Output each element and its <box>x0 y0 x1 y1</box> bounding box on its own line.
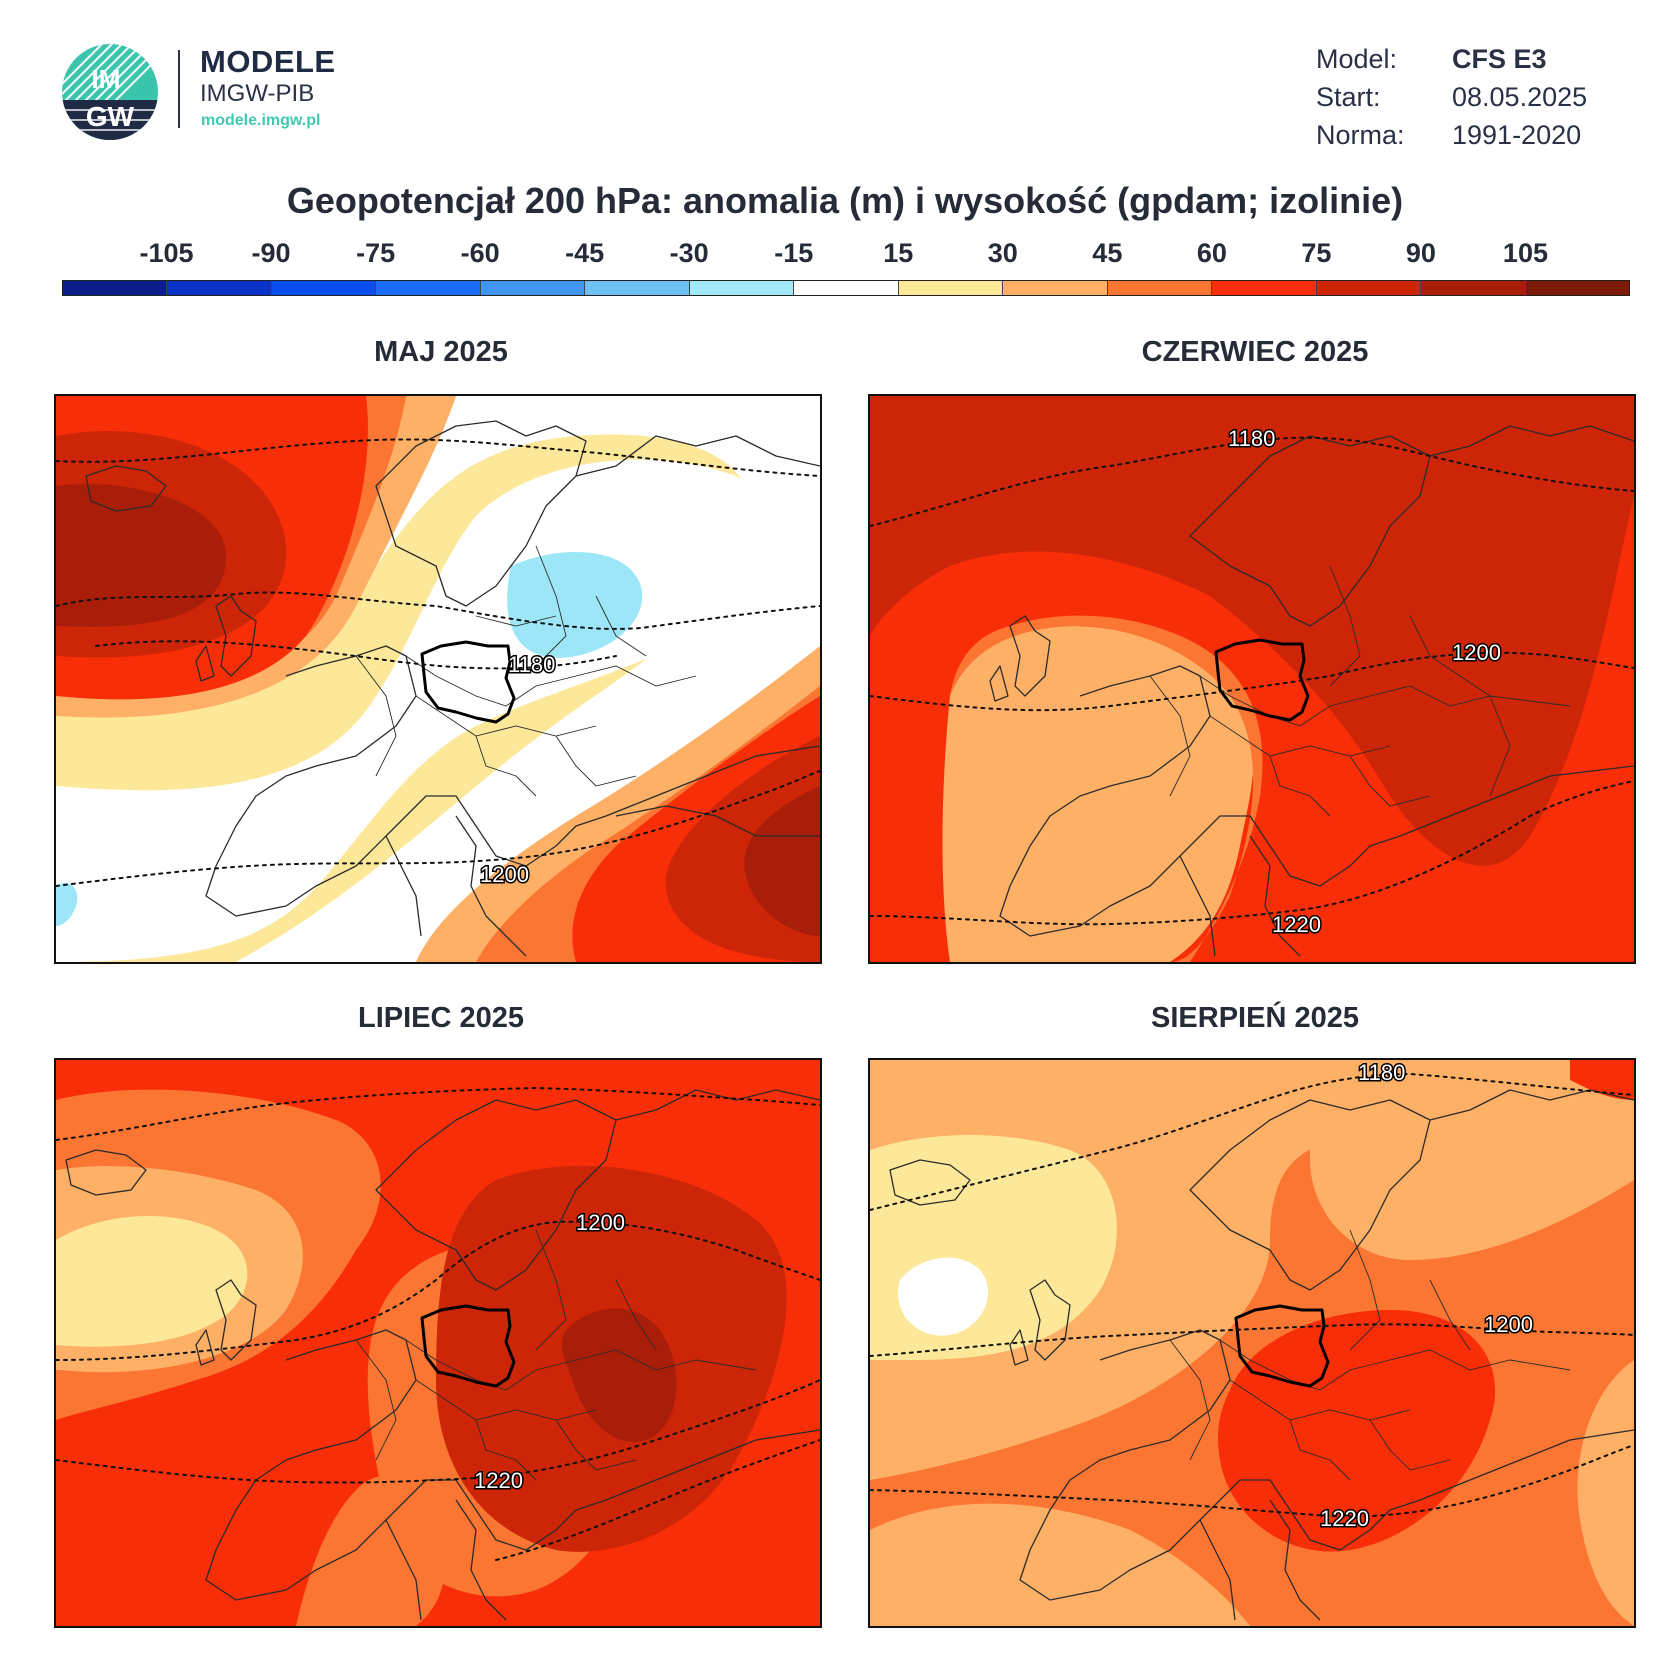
colorbar <box>62 280 1630 296</box>
logo-divider <box>178 50 180 128</box>
coastlines <box>989 425 1634 957</box>
colorbar-tick-label: 105 <box>1502 238 1548 268</box>
colorbar-segment <box>1421 281 1526 295</box>
panel-title-lipiec: LIPIEC 2025 <box>357 1002 525 1034</box>
colorbar-tick-label: 45 <box>1092 238 1123 268</box>
imgw-logo: IM GW <box>62 44 158 140</box>
isoline-label: 1220 <box>1320 1506 1369 1531</box>
colorbar-tick-label: -105 <box>139 238 194 268</box>
isoline-label: 1180 <box>1228 426 1275 451</box>
map-czerwiec-svg: 1180 1200 1220 <box>870 396 1634 962</box>
map-czerwiec: 1180 1200 1220 <box>868 394 1636 964</box>
colorbar-segment <box>480 281 586 295</box>
height-isolines <box>870 1072 1634 1518</box>
colorbar-tick-label: -90 <box>251 238 291 268</box>
meta-key: Model: <box>1316 44 1398 74</box>
height-isolines <box>870 436 1634 926</box>
poland-outline <box>420 1304 516 1388</box>
country-borders <box>355 545 697 797</box>
colorbar-segment <box>376 281 481 295</box>
colorbar-labels: -105 -90 -75 -60 -45 -30 -15 15 30 45 60 75 90 105 <box>0 238 1680 272</box>
colorbar-tick-label: -75 <box>356 238 396 268</box>
colorbar-segment <box>1003 281 1108 295</box>
poland-outline <box>1214 638 1310 722</box>
brand-subtitle: IMGW-PIB <box>200 80 315 107</box>
colorbar-tick-label: 60 <box>1196 238 1227 268</box>
panel-title-sierpien: SIERPIEŃ 2025 <box>1151 1002 1359 1034</box>
colorbar-tick-label: -30 <box>669 238 709 268</box>
meta-row-model: Model: CFS E3 <box>1316 40 1587 78</box>
colorbar-segment <box>689 281 795 295</box>
svg-text:GW: GW <box>86 101 135 132</box>
colorbar-segment <box>1525 281 1630 295</box>
isoline-label: 1200 <box>576 1210 625 1235</box>
meta-value: 1991-2020 <box>1452 120 1582 150</box>
colorbar-tick-label: 90 <box>1405 238 1436 268</box>
header: IM GW MODELE IMGW-PIB modele.imgw.pl Mod… <box>0 0 1680 170</box>
colorbar-segment <box>1212 281 1317 295</box>
meta-key: Start: <box>1316 82 1381 112</box>
colorbar-tick-label: 30 <box>987 238 1018 268</box>
colorbar-segment <box>585 281 690 295</box>
meta-row-norma: Norma: 1991-2020 <box>1316 116 1587 154</box>
main-title: Geopotencjał 200 hPa: anomalia (m) i wys… <box>286 180 1404 221</box>
poland-outline <box>1234 1304 1330 1388</box>
isoline-label: 1220 <box>474 1468 523 1493</box>
brand-url[interactable]: modele.imgw.pl <box>201 112 321 129</box>
map-maj-svg: 1180 1200 <box>56 396 820 962</box>
brand-title: MODELE <box>200 44 336 79</box>
colorbar-segment <box>63 281 168 295</box>
coastlines <box>65 1089 820 1621</box>
country-borders <box>355 1229 757 1481</box>
map-sierpien: 1180 1200 1220 <box>868 1058 1636 1628</box>
panel-title-maj: MAJ 2025 <box>374 336 508 368</box>
colorbar-tick-label: 15 <box>883 238 914 268</box>
meta-key: Norma: <box>1316 120 1405 150</box>
meta-value: 08.05.2025 <box>1452 82 1588 112</box>
colorbar-segment <box>271 281 377 295</box>
isoline-label: 1200 <box>1452 640 1501 665</box>
meta-value: CFS E3 <box>1452 44 1547 74</box>
isoline-label: 1200 <box>480 862 529 887</box>
isoline-label: 1220 <box>1272 912 1321 937</box>
isoline-label: 1180 <box>1358 1060 1405 1085</box>
model-meta: Model: CFS E3 Start: 08.05.2025 Norma: 1… <box>1316 40 1587 154</box>
map-sierpien-svg: 1180 1200 1220 <box>870 1060 1634 1626</box>
colorbar-tick-label: -60 <box>460 238 500 268</box>
map-maj: 1180 1200 <box>54 394 822 964</box>
map-lipiec-svg: 1200 1220 <box>56 1060 820 1626</box>
colorbar-segment <box>1107 281 1213 295</box>
colorbar-segment <box>898 281 1004 295</box>
isoline-label: 1180 <box>508 652 555 677</box>
panel-title-czerwiec: CZERWIEC 2025 <box>1141 336 1369 368</box>
colorbar-segment <box>794 281 899 295</box>
poland-outline <box>420 640 516 724</box>
colorbar-tick-label: -45 <box>565 238 605 268</box>
height-isolines <box>56 438 820 887</box>
meta-row-start: Start: 08.05.2025 <box>1316 78 1587 116</box>
colorbar-segment <box>1316 281 1422 295</box>
isoline-label: 1200 <box>1484 1312 1533 1337</box>
coastlines <box>85 420 820 957</box>
country-borders <box>1169 1229 1571 1481</box>
height-isolines <box>56 1086 820 1561</box>
colorbar-tick-label: 75 <box>1301 238 1332 268</box>
colorbar-tick-label: -15 <box>774 238 814 268</box>
svg-text:IM: IM <box>92 64 121 94</box>
country-borders <box>1149 565 1571 817</box>
map-lipiec: 1200 1220 <box>54 1058 822 1628</box>
colorbar-segment <box>167 281 272 295</box>
